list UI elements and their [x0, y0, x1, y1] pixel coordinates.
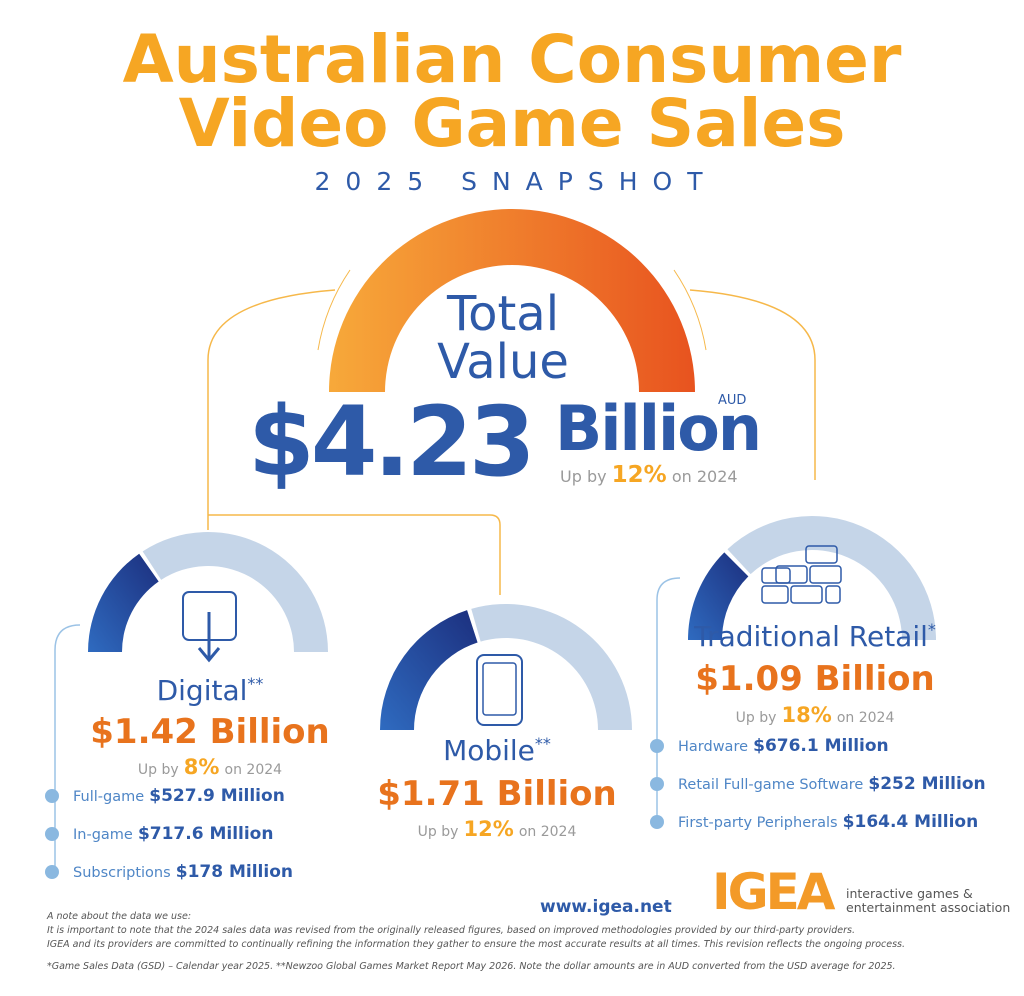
- logo-tagline: interactive games &: [846, 886, 973, 901]
- item: Hardware $676.1 Million: [678, 736, 889, 756]
- growth-prefix: Up by: [138, 762, 179, 778]
- gauge-fill: [380, 610, 478, 730]
- decor: [54, 269, 816, 876]
- note-title: A note about the data we use:: [46, 911, 191, 922]
- growth: 18%: [781, 703, 831, 727]
- footnote-mark: *: [928, 620, 936, 639]
- bullet: [650, 777, 664, 791]
- title: Video Game Sales: [179, 85, 846, 162]
- item-label: First-party Peripherals: [678, 815, 838, 831]
- item-value: $178 Million: [176, 862, 293, 882]
- footnote-mark: **: [247, 674, 263, 693]
- icons: [182, 545, 842, 726]
- website[interactable]: www.igea.net: [540, 897, 672, 917]
- gauge-track: [142, 532, 328, 652]
- segment-growth: Up by 8% on 2024: [138, 755, 282, 779]
- segment-amount: $1.42 Billion: [90, 712, 329, 752]
- segment-name: Digital**: [157, 674, 264, 707]
- title: Australian Consumer: [123, 21, 902, 98]
- note: IGEA and its providers are committed to …: [47, 939, 905, 950]
- segment-name: Traditional Retail*: [693, 620, 936, 653]
- segment-amount: $1.09 Billion: [695, 659, 934, 699]
- item: In-game $717.6 Million: [73, 824, 273, 844]
- bullet: [650, 815, 664, 829]
- bullet-line: [54, 624, 81, 876]
- segment-name: Mobile**: [443, 734, 551, 767]
- footnote-mark: **: [535, 734, 551, 753]
- bullet: [650, 739, 664, 753]
- mobile-icon: [482, 662, 517, 716]
- item-value: $676.1 Million: [753, 736, 889, 756]
- digital-icon: [197, 612, 221, 663]
- item: Full-game $527.9 Million: [73, 786, 285, 806]
- connector: [208, 514, 501, 595]
- logo-tagline: entertainment association: [846, 900, 1010, 915]
- segment-growth: Up by 12% on 2024: [418, 817, 577, 841]
- growth-suffix: on 2024: [837, 710, 895, 726]
- growth-prefix: Up by: [560, 467, 607, 486]
- item-label: Retail Full-game Software: [678, 777, 863, 793]
- total-arc: [329, 209, 695, 392]
- note: It is important to note that the 2024 sa…: [47, 925, 855, 936]
- gauge-track: [471, 604, 632, 730]
- growth-prefix: Up by: [736, 710, 777, 726]
- growth-suffix: on 2024: [519, 824, 577, 840]
- growth: 12%: [463, 817, 513, 841]
- gauge-fill: [688, 552, 749, 640]
- item-value: $164.4 Million: [843, 812, 979, 832]
- bullet: [45, 789, 59, 803]
- segment-name-text: Traditional Retail: [693, 620, 928, 653]
- growth-prefix: Up by: [418, 824, 459, 840]
- arc-outline: [673, 269, 707, 351]
- item-value: $527.9 Million: [149, 786, 285, 806]
- item: Retail Full-game Software $252 Million: [678, 774, 986, 794]
- gauge-fill: [88, 553, 159, 652]
- segment-name-text: Digital: [157, 674, 248, 707]
- segment-name-text: Mobile: [443, 734, 535, 767]
- subtitle: 2025 SNAPSHOT: [315, 167, 718, 196]
- total-label: Total: [446, 286, 559, 342]
- retail-icon: [761, 545, 842, 604]
- gauge-track: [727, 515, 936, 640]
- growth-suffix: on 2024: [225, 762, 283, 778]
- bullet: [45, 827, 59, 841]
- total-label: Value: [437, 334, 569, 390]
- segment-amount: $1.71 Billion: [377, 774, 616, 814]
- logo: IGEA: [712, 863, 836, 921]
- currency: AUD: [718, 393, 746, 408]
- total-growth: Up by 12% on 2024: [560, 462, 738, 488]
- item-value: $717.6 Million: [138, 824, 274, 844]
- growth: 12%: [612, 462, 667, 488]
- item: First-party Peripherals $164.4 Million: [678, 812, 978, 832]
- item-label: Hardware: [678, 739, 748, 755]
- footnote: *Game Sales Data (GSD) – Calendar year 2…: [47, 961, 896, 972]
- bullet: [45, 865, 59, 879]
- total-unit: Billion: [555, 392, 760, 465]
- item-label: Full-game: [73, 789, 144, 805]
- arc-outline: [317, 269, 351, 351]
- growth: 8%: [184, 755, 220, 779]
- segment-growth: Up by 18% on 2024: [736, 703, 895, 727]
- connector: [689, 289, 816, 480]
- item-label: In-game: [73, 827, 133, 843]
- bullet-line: [656, 577, 681, 826]
- growth-suffix: on 2024: [672, 467, 738, 486]
- item: Subscriptions $178 Million: [73, 862, 293, 882]
- item-label: Subscriptions: [73, 865, 171, 881]
- item-value: $252 Million: [868, 774, 985, 794]
- connector: [207, 289, 336, 530]
- total-amount: $4.23: [248, 386, 532, 498]
- mobile-icon: [476, 654, 523, 726]
